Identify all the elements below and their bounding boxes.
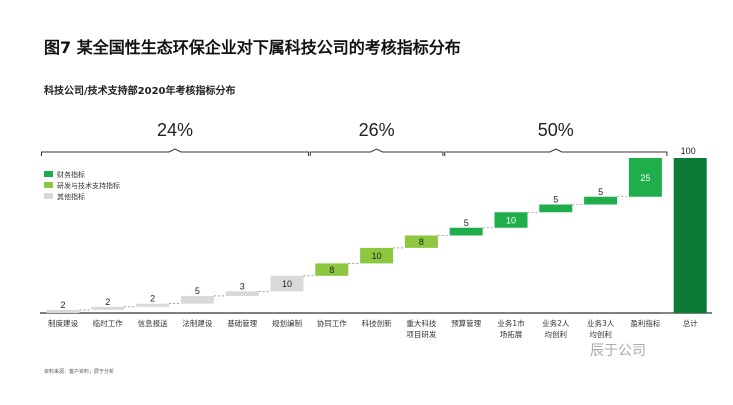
bar-3 bbox=[180, 295, 214, 304]
bracket-0 bbox=[41, 148, 309, 156]
bar-14 bbox=[673, 158, 707, 313]
tick-label-1: 临时工作 bbox=[93, 318, 123, 328]
bracket-label-0: 24% bbox=[157, 120, 193, 140]
data-label-9: 5 bbox=[464, 218, 469, 228]
bar-13 bbox=[628, 158, 662, 197]
source-note: 资料来源：客户资料；辰于分析 bbox=[44, 369, 115, 375]
bar-8 bbox=[404, 235, 438, 248]
tick-label-2: 信息报送 bbox=[138, 318, 168, 328]
bracket-1 bbox=[309, 148, 444, 156]
tick-label-7: 科技创新 bbox=[362, 318, 392, 328]
legend-label-rnd: 研发与技术支持指标 bbox=[57, 181, 120, 190]
tick-label-6: 协同工作 bbox=[317, 318, 347, 328]
bar-6 bbox=[315, 263, 349, 276]
tick-label-14: 总计 bbox=[683, 318, 698, 328]
bar-0 bbox=[46, 309, 80, 313]
tick-label-3: 法制建设 bbox=[182, 318, 212, 328]
data-label-8: 8 bbox=[419, 237, 424, 247]
data-label-11: 5 bbox=[553, 195, 558, 205]
legend-label-other: 其他指标 bbox=[57, 192, 85, 201]
bar-7 bbox=[360, 247, 394, 264]
data-label-0: 2 bbox=[60, 300, 65, 310]
bracket-2 bbox=[444, 148, 668, 156]
tick-label-9: 预算管理 bbox=[451, 318, 481, 328]
legend-swatch-rnd bbox=[44, 182, 53, 188]
watermark: 辰于公司 bbox=[590, 343, 646, 359]
tick-label-10: 业务1市 bbox=[497, 318, 525, 328]
tick-label-11: 业务2人 bbox=[542, 318, 570, 328]
data-label-5: 10 bbox=[282, 279, 292, 289]
bracket-label-2: 50% bbox=[538, 120, 574, 140]
data-label-6: 8 bbox=[329, 265, 334, 275]
data-label-3: 5 bbox=[195, 286, 200, 296]
data-label-13: 25 bbox=[640, 173, 650, 183]
data-label-1: 2 bbox=[105, 297, 110, 307]
bar-5 bbox=[270, 275, 304, 292]
data-label-14: 100 bbox=[681, 146, 696, 156]
data-label-7: 10 bbox=[372, 251, 382, 261]
tick-label-5: 规划编制 bbox=[272, 318, 302, 328]
data-label-4: 3 bbox=[240, 281, 245, 291]
tick-label-4: 基础管理 bbox=[227, 318, 257, 328]
bracket-label-1: 26% bbox=[359, 120, 395, 140]
bar-9 bbox=[449, 227, 483, 236]
data-label-10: 10 bbox=[506, 216, 516, 226]
data-label-2: 2 bbox=[150, 294, 155, 304]
bar-12 bbox=[584, 196, 618, 205]
legend-label-financial: 财务指标 bbox=[57, 170, 85, 179]
bar-4 bbox=[225, 291, 259, 296]
tick-label-12: 均创利 bbox=[589, 329, 612, 339]
page-title: 图7 某全国性生态环保企业对下属科技公司的考核指标分布 bbox=[44, 38, 461, 57]
bar-10 bbox=[494, 212, 528, 228]
bar-1 bbox=[91, 306, 125, 310]
bar-2 bbox=[136, 303, 170, 307]
data-label-12: 5 bbox=[598, 187, 603, 197]
bar-11 bbox=[539, 204, 573, 213]
legend-swatch-other bbox=[44, 193, 53, 199]
tick-label-8: 重大科技 bbox=[406, 318, 436, 328]
tick-label-8: 项目研发 bbox=[406, 329, 436, 339]
tick-label-10: 场拓展 bbox=[500, 329, 523, 339]
tick-label-0: 制度建设 bbox=[48, 318, 78, 328]
tick-label-11: 均创利 bbox=[545, 329, 568, 339]
chart-subtitle: 科技公司/技术支持部2020年考核指标分布 bbox=[44, 86, 236, 97]
tick-label-12: 业务3人 bbox=[587, 318, 615, 328]
legend-swatch-financial bbox=[44, 171, 53, 177]
tick-label-13: 盈利指标 bbox=[630, 318, 660, 328]
